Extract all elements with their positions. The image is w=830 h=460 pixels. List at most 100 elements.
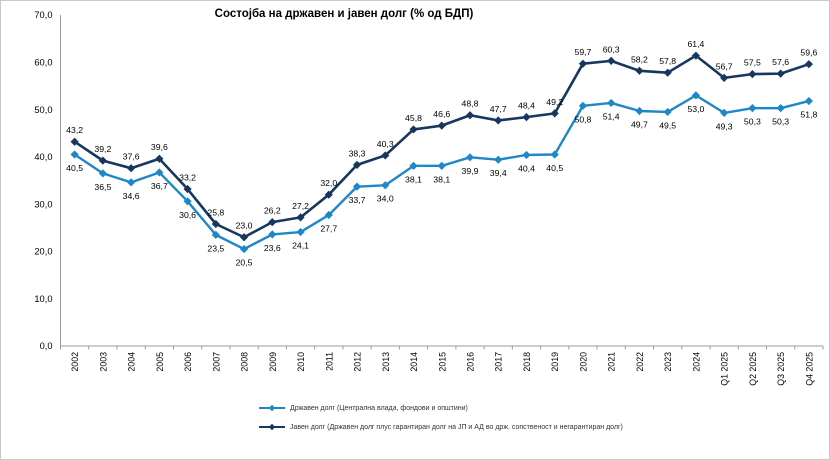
x-tick-label: Q4 2025 <box>804 352 814 386</box>
legend-item-state-debt: Државен долг (Централна влада, фондови и… <box>259 404 623 412</box>
data-label: 23,6 <box>264 243 281 253</box>
data-point-marker <box>409 125 418 134</box>
y-tick-label: 10,0 <box>34 294 52 304</box>
x-tick-label: 2004 <box>127 352 137 372</box>
data-point-marker <box>381 181 390 190</box>
x-tick-label: Q1 2025 <box>720 352 730 386</box>
data-point-marker <box>70 137 79 146</box>
data-point-marker <box>98 169 107 178</box>
data-label: 50,3 <box>772 117 789 127</box>
x-tick-label: 2019 <box>550 352 560 372</box>
data-point-marker <box>776 104 785 113</box>
data-label: 40,5 <box>66 163 83 173</box>
data-label: 57,5 <box>744 58 761 68</box>
data-label: 39,6 <box>151 142 168 152</box>
y-tick-label: 70,0 <box>34 10 52 20</box>
y-tick-label: 60,0 <box>34 57 52 67</box>
data-point-marker <box>720 73 729 82</box>
y-tick-label: 20,0 <box>34 247 52 257</box>
x-tick-label: 2020 <box>578 352 588 372</box>
data-label: 26,2 <box>264 206 281 216</box>
x-tick-label: 2014 <box>409 352 419 372</box>
data-label: 53,0 <box>687 104 704 114</box>
data-label: 57,8 <box>659 56 676 66</box>
data-point-marker <box>183 197 192 206</box>
data-label: 39,4 <box>490 168 507 178</box>
data-label: 50,3 <box>744 117 761 127</box>
line-series-marker-icon <box>259 404 285 412</box>
legend-label-public-debt: Јавен долг (Државен долг плус гарантиран… <box>290 423 623 431</box>
data-point-marker <box>70 150 79 159</box>
data-label: 49,5 <box>659 120 676 130</box>
data-point-marker <box>578 101 588 110</box>
data-point-marker <box>127 164 136 173</box>
data-label: 59,6 <box>800 48 817 58</box>
data-label: 39,2 <box>94 144 111 154</box>
data-label: 27,2 <box>292 201 309 211</box>
x-tick-label: 2008 <box>240 352 250 372</box>
data-point-marker <box>635 106 644 116</box>
data-point-marker <box>381 151 390 160</box>
data-label: 33,2 <box>179 173 196 183</box>
x-tick-label: 2018 <box>522 352 532 372</box>
data-point-marker <box>720 108 729 117</box>
data-label: 45,8 <box>405 113 422 123</box>
data-point-marker <box>465 111 475 120</box>
data-point-marker <box>98 156 107 165</box>
x-tick-label: 2005 <box>155 352 165 372</box>
data-point-marker <box>522 150 531 160</box>
data-point-marker <box>635 66 644 75</box>
data-point-marker <box>804 96 813 106</box>
chart-title: Состојба на државен и јавен долг (% од Б… <box>214 8 474 20</box>
data-label: 34,0 <box>377 194 394 204</box>
data-label: 60,3 <box>603 44 620 54</box>
data-point-marker <box>663 107 672 117</box>
data-point-marker <box>211 219 220 229</box>
legend-item-public-debt: Јавен долг (Државен долг плус гарантиран… <box>259 423 623 431</box>
x-tick-label: Q2 2025 <box>748 352 758 386</box>
x-tick-label: 2022 <box>635 352 645 372</box>
data-label: 47,7 <box>490 104 507 114</box>
data-label: 37,6 <box>123 152 140 162</box>
data-label: 27,7 <box>320 224 337 234</box>
data-label: 49,3 <box>716 121 733 131</box>
data-label: 23,5 <box>207 243 224 253</box>
data-label: 59,7 <box>574 47 591 57</box>
data-label: 40,4 <box>518 163 535 173</box>
data-label: 25,8 <box>207 208 224 218</box>
x-tick-label: 2016 <box>465 352 475 372</box>
x-tick-label: 2023 <box>663 352 673 372</box>
x-tick-label: Q3 2025 <box>776 352 786 386</box>
data-label: 20,5 <box>236 258 253 268</box>
data-label: 36,5 <box>94 182 111 192</box>
data-label: 57,6 <box>772 57 789 67</box>
x-tick-label: 2006 <box>183 352 193 372</box>
y-tick-label: 40,0 <box>34 152 52 162</box>
line-series-marker-icon <box>259 423 285 431</box>
data-label: 32,0 <box>320 178 337 188</box>
data-point-marker <box>578 59 588 68</box>
data-point-marker <box>465 153 475 162</box>
data-point-marker <box>155 154 164 163</box>
data-point-marker <box>748 104 757 113</box>
data-label: 48,8 <box>462 99 479 109</box>
data-point-marker <box>296 213 305 222</box>
data-point-marker <box>748 70 757 79</box>
data-label: 30,6 <box>179 210 196 220</box>
data-label: 46,6 <box>433 109 450 119</box>
data-label: 61,4 <box>687 39 704 49</box>
data-point-marker <box>409 161 418 170</box>
data-point-marker <box>522 113 531 122</box>
data-point-marker <box>550 109 559 118</box>
data-point-marker <box>324 190 333 199</box>
data-label: 33,7 <box>349 195 366 205</box>
x-tick-label: 2013 <box>381 352 391 372</box>
data-point-marker <box>239 233 249 242</box>
x-tick-label: 2024 <box>691 352 701 372</box>
data-label: 39,9 <box>462 166 479 176</box>
data-label: 40,5 <box>546 163 563 173</box>
x-tick-label: 2009 <box>268 352 278 372</box>
legend-label-state-debt: Државен долг (Централна влада, фондови и… <box>290 404 468 412</box>
x-tick-label: 2015 <box>437 352 447 372</box>
